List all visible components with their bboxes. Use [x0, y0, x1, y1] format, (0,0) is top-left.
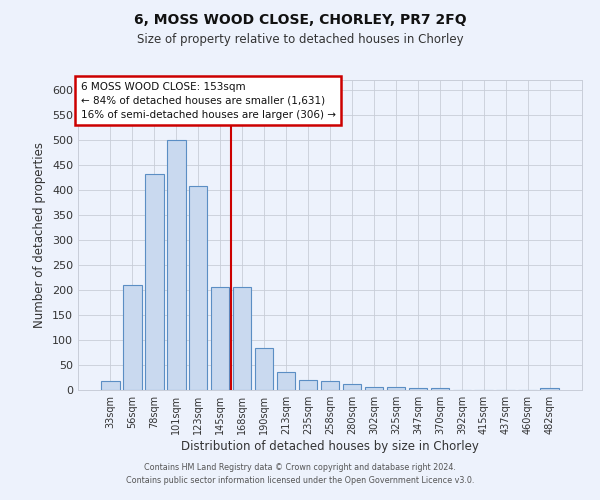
Bar	[365, 387, 383, 390]
Bar	[145, 174, 164, 390]
Text: 6 MOSS WOOD CLOSE: 153sqm
← 84% of detached houses are smaller (1,631)
16% of se: 6 MOSS WOOD CLOSE: 153sqm ← 84% of detac…	[80, 82, 335, 120]
Bar	[277, 372, 295, 390]
Bar	[320, 381, 340, 390]
Text: Contains HM Land Registry data © Crown copyright and database right 2024.: Contains HM Land Registry data © Crown c…	[144, 464, 456, 472]
Bar	[255, 348, 274, 390]
Bar	[211, 286, 229, 390]
Y-axis label: Number of detached properties: Number of detached properties	[34, 142, 46, 328]
Bar	[299, 380, 317, 390]
Bar	[343, 384, 361, 390]
Bar	[167, 140, 185, 390]
Bar	[386, 387, 405, 390]
Bar	[233, 286, 251, 390]
Text: 6, MOSS WOOD CLOSE, CHORLEY, PR7 2FQ: 6, MOSS WOOD CLOSE, CHORLEY, PR7 2FQ	[134, 12, 466, 26]
Bar	[189, 186, 208, 390]
Bar	[101, 381, 119, 390]
Bar	[409, 388, 427, 390]
Text: Contains public sector information licensed under the Open Government Licence v3: Contains public sector information licen…	[126, 476, 474, 485]
X-axis label: Distribution of detached houses by size in Chorley: Distribution of detached houses by size …	[181, 440, 479, 453]
Bar	[431, 388, 449, 390]
Bar	[541, 388, 559, 390]
Text: Size of property relative to detached houses in Chorley: Size of property relative to detached ho…	[137, 32, 463, 46]
Bar	[123, 285, 142, 390]
